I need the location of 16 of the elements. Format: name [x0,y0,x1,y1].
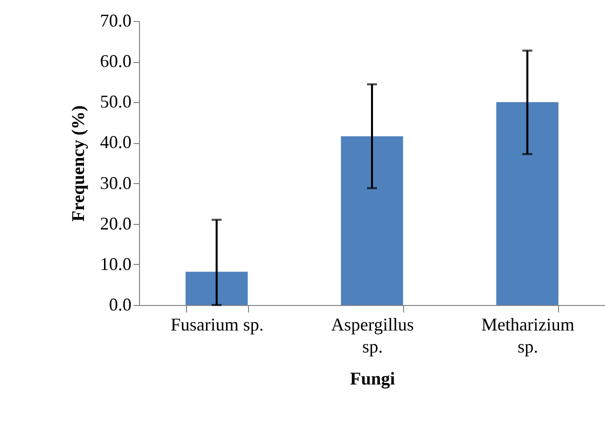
bar [496,102,558,305]
y-tick-label: 60.0 [100,51,132,72]
y-tick-label: 10.0 [100,254,132,274]
x-axis-title: Fungi [350,368,396,388]
y-tick-label: 30.0 [100,172,132,193]
x-tick-label: Fusarium sp. [170,314,264,334]
x-tick-label: Aspergillus sp. [331,314,414,356]
y-axis-title: Frequency (%) [68,105,88,222]
y-tick-label: 40.0 [100,132,132,152]
bar [186,272,248,305]
y-tick-label: 70.0 [100,10,132,30]
y-tick-label: 0.0 [109,294,132,314]
y-tick-label: 20.0 [100,213,132,234]
bar [340,136,404,305]
y-tick-label: 50.0 [100,92,132,112]
x-tick-label: Metharizium sp. [481,314,574,356]
